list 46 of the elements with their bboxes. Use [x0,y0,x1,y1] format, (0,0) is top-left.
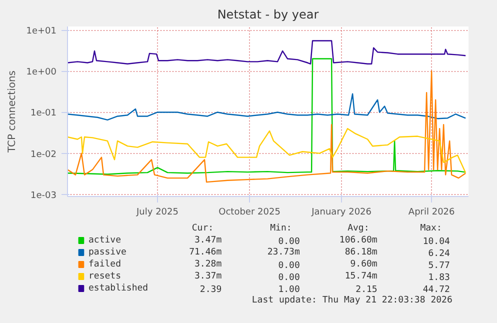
x-tick-label: January 2026 [310,208,372,218]
text: 15.74m [344,272,378,282]
line-series [68,93,466,121]
text: 3.28m [194,260,222,270]
text: 0.00 [278,261,300,271]
y-tick-label: 1e-02 [30,150,57,160]
x-tick-label: April 2026 [408,208,456,218]
text: Cur: [192,224,214,234]
text: 9.60m [350,260,378,270]
text: 71.46m [189,248,222,258]
y-tick-label: 1e+01 [26,26,57,37]
legend-label: failed [88,260,121,270]
text: Avg: [348,224,370,234]
text: Last update: Thu May 21 22:03:38 2026 [252,296,452,306]
line-series [68,40,466,65]
text: 86.18m [344,248,378,258]
text: 0.00 [278,273,300,283]
line-series [68,70,466,183]
y-axis-title: TCP connections [7,70,18,154]
text: 2.39 [200,285,222,295]
text: 5.77 [428,261,450,271]
text: 0.00 [278,237,300,247]
text: Min: [270,224,292,234]
text: 1.83 [428,273,450,283]
text: Max: [420,224,442,234]
text: 44.72 [422,285,450,295]
text: 3.47m [194,236,222,246]
chart-title: Netstat - by year [217,8,319,22]
legend-label: active [88,236,121,246]
x-tick-label: October 2025 [218,208,280,218]
text: 3.37m [194,272,222,282]
line-series [68,58,466,175]
line-series [68,128,466,174]
legend-label: resets [88,272,121,282]
x-tick-label: July 2025 [136,208,178,218]
y-tick-label: 1e+00 [26,68,57,78]
text: 6.24 [428,249,450,259]
text: 10.04 [422,237,450,247]
text: 106.60m [339,236,378,246]
legend-label: established [88,284,148,294]
legend-label: passive [88,248,126,258]
y-tick-label: 1e-01 [30,108,57,119]
text: 1.00 [278,285,300,295]
text: 2.15 [356,285,378,295]
y-tick-label: 1e-03 [30,190,57,201]
text: 23.73m [267,248,300,258]
